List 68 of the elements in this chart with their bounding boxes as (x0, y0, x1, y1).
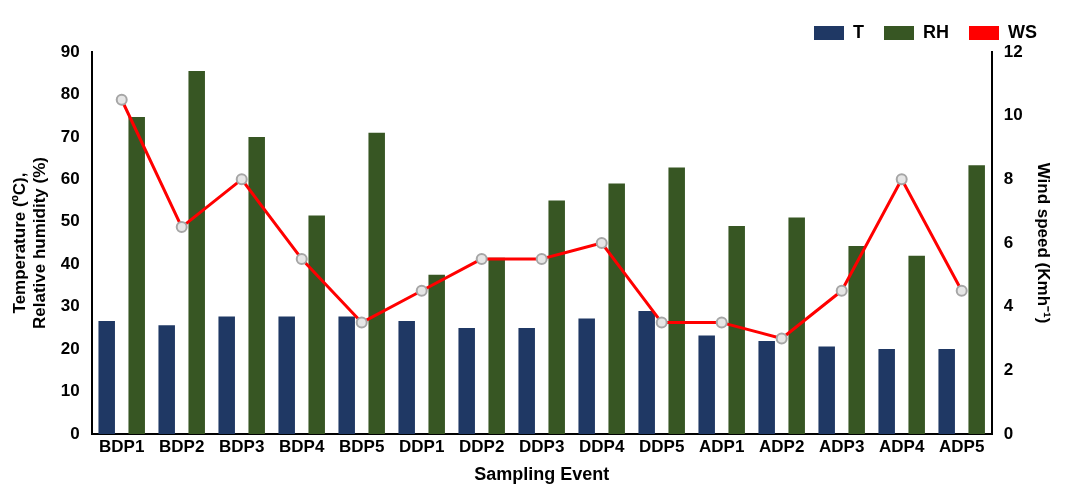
y-tick-label: 40 (60, 253, 80, 273)
bar (338, 316, 355, 434)
bar (758, 341, 775, 434)
x-tick-label: BDP1 (99, 436, 145, 456)
y-tick-label: 10 (60, 381, 80, 401)
y-tick-label: 50 (60, 211, 80, 231)
x-tick-label: DDP1 (399, 436, 445, 456)
bar (398, 321, 415, 434)
bar (608, 183, 625, 434)
y-tick-label: 90 (60, 41, 80, 61)
y2-tick-label: 8 (1003, 169, 1014, 189)
bar (278, 316, 295, 434)
bar (548, 200, 565, 434)
bar (428, 274, 445, 434)
bar (368, 132, 385, 434)
bar (488, 257, 505, 434)
x-axis-title: Sampling Event (474, 464, 610, 485)
x-tick-label: BDP2 (159, 436, 205, 456)
x-tick-label: ADP3 (819, 436, 865, 456)
bar (878, 349, 895, 434)
x-tick-label: BDP5 (339, 436, 385, 456)
bar (98, 321, 115, 434)
bar (938, 349, 955, 434)
y2-tick-label: 12 (1003, 41, 1023, 61)
y-tick-label: 20 (60, 338, 80, 358)
x-tick-label: ADP2 (759, 436, 805, 456)
y2-tick-label: 2 (1003, 360, 1014, 380)
bar (128, 116, 145, 434)
bar (218, 316, 235, 434)
y-tick-label: 80 (60, 84, 80, 104)
legend-label: RH (923, 21, 950, 42)
bar (788, 217, 805, 434)
bar (158, 325, 175, 434)
x-tick-label: ADP1 (699, 436, 745, 456)
y2-tick-label: 6 (1003, 232, 1014, 252)
bar (908, 255, 925, 434)
legend-label: T (853, 21, 865, 42)
x-tick-label: DDP3 (519, 436, 565, 456)
bar (698, 335, 715, 434)
y-axis-title: Temperature (ºC), Relative humidity (%) (9, 157, 50, 329)
bar (638, 310, 655, 434)
legend-label: WS (1008, 21, 1037, 42)
y-tick-label: 0 (70, 423, 80, 443)
y2-tick-label: 0 (1003, 423, 1014, 443)
bar (728, 226, 745, 434)
x-tick-label: DDP5 (639, 436, 685, 456)
bar (668, 167, 685, 434)
x-tick-label: ADP5 (939, 436, 985, 456)
bar (968, 165, 985, 434)
y2-tick-label: 4 (1003, 296, 1014, 316)
bar (578, 318, 595, 434)
bar (818, 346, 835, 434)
y2-tick-label: 10 (1003, 105, 1023, 125)
bar (248, 136, 265, 434)
y2-axis-title: Wind speed (Kmh⁻¹) (1034, 162, 1054, 324)
x-tick-label: DDP4 (579, 436, 625, 456)
bar (518, 327, 535, 434)
bar (308, 215, 325, 434)
bar (848, 245, 865, 434)
bar (458, 327, 475, 434)
x-tick-label: ADP4 (879, 436, 925, 456)
y-tick-label: 60 (60, 169, 80, 189)
x-tick-label: DDP2 (459, 436, 505, 456)
y-tick-label: 70 (60, 126, 80, 146)
y-tick-label: 30 (60, 296, 80, 316)
x-tick-label: BDP4 (279, 436, 325, 456)
bar (188, 71, 205, 434)
x-tick-label: BDP3 (219, 436, 265, 456)
